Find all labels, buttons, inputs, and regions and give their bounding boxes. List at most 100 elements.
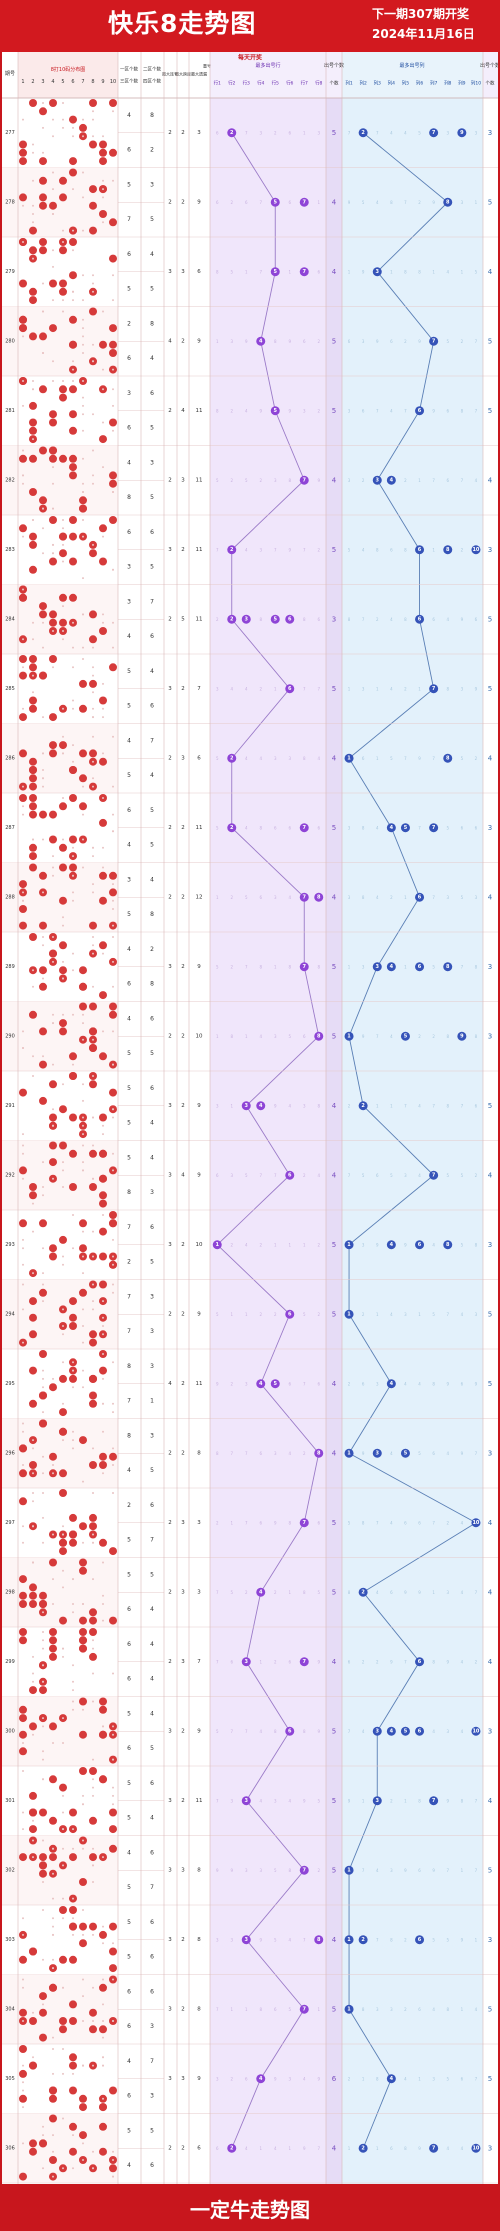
dist-ball [79,1002,87,1011]
dist-dot [52,666,54,669]
dist-dot [112,1942,114,1945]
row-hit-count: 4 [332,1658,337,1666]
dist-dot [92,1786,94,1789]
span-value: 2 [181,1311,185,1317]
dist-ball [59,2017,67,2025]
dist-dot [82,1308,84,1311]
dist-ball [39,193,47,202]
dist-ball [79,982,87,991]
col-miss-num: 6 [418,1520,421,1525]
max-consec-value: 3 [168,1728,172,1734]
row-stripe [2,1557,118,1627]
col-miss-num: 4 [432,1729,435,1734]
col-miss-num: 5 [446,1173,449,1178]
dist-ball [59,593,67,602]
col-miss-num: 9 [362,269,365,274]
issue-number: 303 [5,1937,15,1943]
dist-dot [32,1819,34,1822]
dist-dot [52,2150,54,2153]
row-hit-label: 6 [288,1172,292,1178]
row-hit-label: 4 [259,2076,263,2082]
dist-dot [112,1361,114,1364]
dist-ball [49,99,57,107]
row-hit-ball [299,1657,309,1667]
col-hit-label: 9 [460,1033,464,1039]
col-hit-ball [372,267,382,277]
dist-ball [69,238,77,246]
row-hit-count: 5 [332,1866,336,1874]
max-consec-value: 2 [168,2145,172,2151]
dist-header-bg [18,52,118,98]
row-miss-num: 5 [216,478,219,483]
dist-dot [52,543,54,546]
col-miss-num: 7 [432,1103,435,1108]
row-hit-label: 2 [230,547,234,553]
dist-dot [32,1230,34,1233]
dist-dot [82,866,84,869]
row-hit-ball [285,1726,295,1736]
dist-ball [99,1697,107,1706]
dist-dot [42,282,44,285]
dist-dot [52,855,54,858]
dist-dot [52,1063,54,1066]
col-miss-num: 7 [446,1868,449,1873]
max-gap-value: 11 [196,616,203,622]
col-miss-num: 6 [362,756,365,761]
row-miss-num: 3 [274,478,277,483]
col-miss-num: 3 [362,686,365,691]
row-miss-num: 1 [303,130,306,135]
dist-dot [82,1230,84,1233]
dist-ball [39,1060,47,1069]
dist-ball [99,871,107,880]
dist-ball [49,810,57,819]
col-miss-num: 8 [475,964,478,969]
col-hit-label: 10 [472,1520,479,1526]
row-hit-label: 2 [230,825,234,831]
issue-number: 294 [5,1311,15,1317]
dist-ball [39,176,47,185]
row-miss-num: 5 [288,2007,291,2012]
dist-dot [92,290,94,293]
dist-ball [39,238,47,246]
dist-ball [79,504,87,513]
dist-ball [49,1244,57,1253]
dist-dot [82,1144,84,1147]
span-value: 3 [181,1589,185,1595]
dist-dot [42,646,44,649]
dist-dot [102,1619,104,1622]
span-value: 2 [181,130,185,136]
col-miss-num: 2 [348,2076,351,2081]
dist-ball [109,663,117,672]
col-miss-num: 6 [446,408,449,413]
dist-ball [89,1616,97,1625]
header-area4-count: 四区个数 [143,78,161,85]
dist-dot [82,396,84,399]
dist-ball [39,1600,47,1608]
col-hit-ball [372,962,382,972]
row-miss-num: 3 [317,130,320,135]
col-miss-num: 1 [390,1103,393,1108]
row-hit-label: 7 [303,894,307,900]
dist-ball [89,1461,97,1469]
col-miss-num: 5 [418,130,421,135]
dist-ball [69,1297,77,1306]
max-gap-value: 8 [197,1450,201,1456]
dist-dot [22,2142,24,2145]
dist-dot [102,1353,104,1355]
col-miss-num: 5 [446,1937,449,1942]
dist-dot [92,883,94,886]
area3-count: 5 [127,911,131,918]
dist-dot [82,380,84,382]
dist-dot [22,1238,24,1241]
dist-dot [62,838,64,841]
row-miss-num: 2 [259,1242,262,1247]
dist-dot [52,1124,54,1127]
col-hit-ball [344,1309,354,1319]
row-hit-label: 6 [288,1728,292,1734]
dist-ball [29,1791,37,1800]
dist-ball [59,393,67,402]
dist-ball [29,2147,37,2156]
dist-dot [62,380,64,382]
dist-dot [42,1300,44,1303]
dist-ball [79,1697,87,1706]
